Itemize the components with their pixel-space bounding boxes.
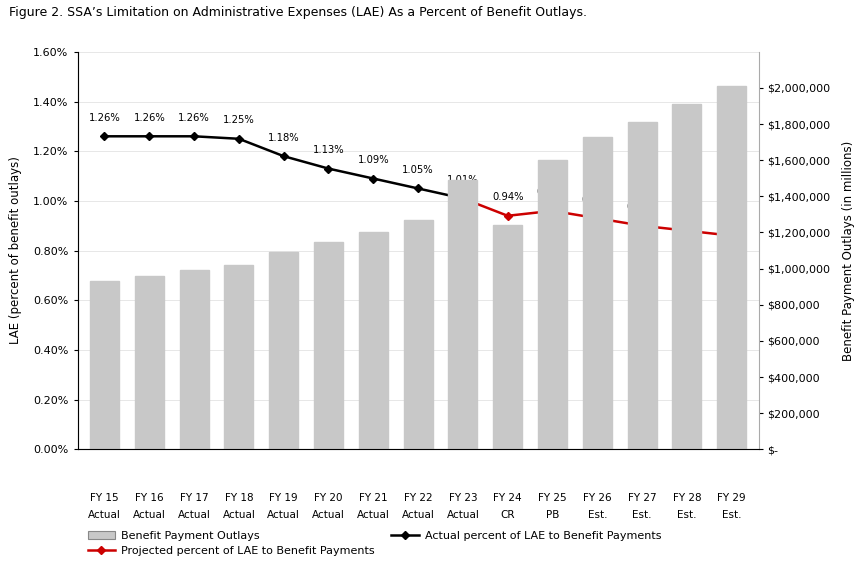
Text: FY 20: FY 20 xyxy=(314,492,343,503)
Bar xyxy=(179,271,208,449)
Text: Figure 2. SSA’s Limitation on Administrative Expenses (LAE) As a Percent of Bene: Figure 2. SSA’s Limitation on Administra… xyxy=(9,6,586,19)
Y-axis label: LAE (percent of benefit outlays): LAE (percent of benefit outlays) xyxy=(9,157,22,344)
Text: Actual: Actual xyxy=(267,510,300,520)
Actual percent of LAE to Benefit Payments xyxy=(99,133,109,140)
Text: Actual: Actual xyxy=(446,510,479,520)
Text: Actual: Actual xyxy=(401,510,434,520)
Text: Actual: Actual xyxy=(88,510,121,520)
Bar xyxy=(492,225,522,449)
Text: 1.09%: 1.09% xyxy=(357,155,388,165)
Projected percent of LAE to Benefit Payments xyxy=(726,232,736,239)
Line: Projected percent of LAE to Benefit Payments: Projected percent of LAE to Benefit Paym… xyxy=(459,195,734,239)
Text: Actual: Actual xyxy=(177,510,210,520)
Text: Actual: Actual xyxy=(356,510,389,520)
Text: 1.26%: 1.26% xyxy=(89,113,121,123)
Bar xyxy=(537,160,567,449)
Projected percent of LAE to Benefit Payments xyxy=(457,195,468,202)
Text: 1.13%: 1.13% xyxy=(313,145,344,155)
Text: FY 28: FY 28 xyxy=(672,492,700,503)
Projected percent of LAE to Benefit Payments xyxy=(592,215,602,222)
Text: FY 26: FY 26 xyxy=(582,492,610,503)
Text: 1.05%: 1.05% xyxy=(402,165,433,175)
Bar xyxy=(448,180,477,449)
Text: FY 24: FY 24 xyxy=(492,492,522,503)
Bar xyxy=(403,220,432,449)
Actual percent of LAE to Benefit Payments xyxy=(412,185,423,192)
Text: PB: PB xyxy=(545,510,559,520)
Text: 0.88%: 0.88% xyxy=(671,207,702,217)
Projected percent of LAE to Benefit Payments xyxy=(502,213,512,219)
Text: CR: CR xyxy=(500,510,514,520)
Projected percent of LAE to Benefit Payments xyxy=(636,222,647,229)
Projected percent of LAE to Benefit Payments xyxy=(547,207,557,214)
Y-axis label: Benefit Payment Outlays (in millions): Benefit Payment Outlays (in millions) xyxy=(841,141,854,361)
Text: Est.: Est. xyxy=(587,510,606,520)
Bar xyxy=(224,265,253,449)
Bar xyxy=(627,122,656,449)
Text: FY 21: FY 21 xyxy=(358,492,387,503)
Text: 0.90%: 0.90% xyxy=(626,202,657,212)
Text: Est.: Est. xyxy=(722,510,740,520)
Text: Est.: Est. xyxy=(632,510,651,520)
Bar xyxy=(313,241,343,449)
Text: 0.94%: 0.94% xyxy=(492,192,523,202)
Text: 1.26%: 1.26% xyxy=(133,113,165,123)
Bar xyxy=(134,276,164,449)
Text: 0.96%: 0.96% xyxy=(536,187,567,197)
Text: 1.26%: 1.26% xyxy=(178,113,210,123)
Legend: Benefit Payment Outlays, Projected percent of LAE to Benefit Payments, Actual pe: Benefit Payment Outlays, Projected perce… xyxy=(83,526,665,561)
Text: 0.86%: 0.86% xyxy=(715,212,746,222)
Text: FY 18: FY 18 xyxy=(225,492,253,503)
Text: FY 25: FY 25 xyxy=(537,492,567,503)
Actual percent of LAE to Benefit Payments xyxy=(144,133,154,140)
Text: 1.25%: 1.25% xyxy=(223,115,255,125)
Line: Actual percent of LAE to Benefit Payments: Actual percent of LAE to Benefit Payment… xyxy=(102,133,466,202)
Text: Est.: Est. xyxy=(677,510,696,520)
Text: FY 19: FY 19 xyxy=(269,492,298,503)
Bar xyxy=(672,104,701,449)
Bar xyxy=(358,233,387,449)
Actual percent of LAE to Benefit Payments xyxy=(368,175,378,182)
Text: 0.93%: 0.93% xyxy=(581,195,612,204)
Text: Actual: Actual xyxy=(312,510,344,520)
Text: FY 29: FY 29 xyxy=(716,492,745,503)
Text: FY 15: FY 15 xyxy=(90,492,119,503)
Text: FY 17: FY 17 xyxy=(180,492,208,503)
Bar xyxy=(90,281,119,449)
Bar xyxy=(716,86,746,449)
Actual percent of LAE to Benefit Payments xyxy=(189,133,199,140)
Bar xyxy=(582,137,611,449)
Text: FY 23: FY 23 xyxy=(448,492,477,503)
Text: FY 16: FY 16 xyxy=(135,492,164,503)
Projected percent of LAE to Benefit Payments xyxy=(681,227,691,234)
Actual percent of LAE to Benefit Payments xyxy=(278,153,288,160)
Text: 1.18%: 1.18% xyxy=(268,132,299,142)
Text: FY 22: FY 22 xyxy=(403,492,432,503)
Actual percent of LAE to Benefit Payments xyxy=(233,135,244,142)
Actual percent of LAE to Benefit Payments xyxy=(323,165,333,172)
Text: Actual: Actual xyxy=(222,510,255,520)
Bar xyxy=(269,252,298,449)
Actual percent of LAE to Benefit Payments xyxy=(457,195,468,202)
Text: Actual: Actual xyxy=(133,510,165,520)
Text: 1.01%: 1.01% xyxy=(447,175,478,185)
Text: FY 27: FY 27 xyxy=(627,492,655,503)
